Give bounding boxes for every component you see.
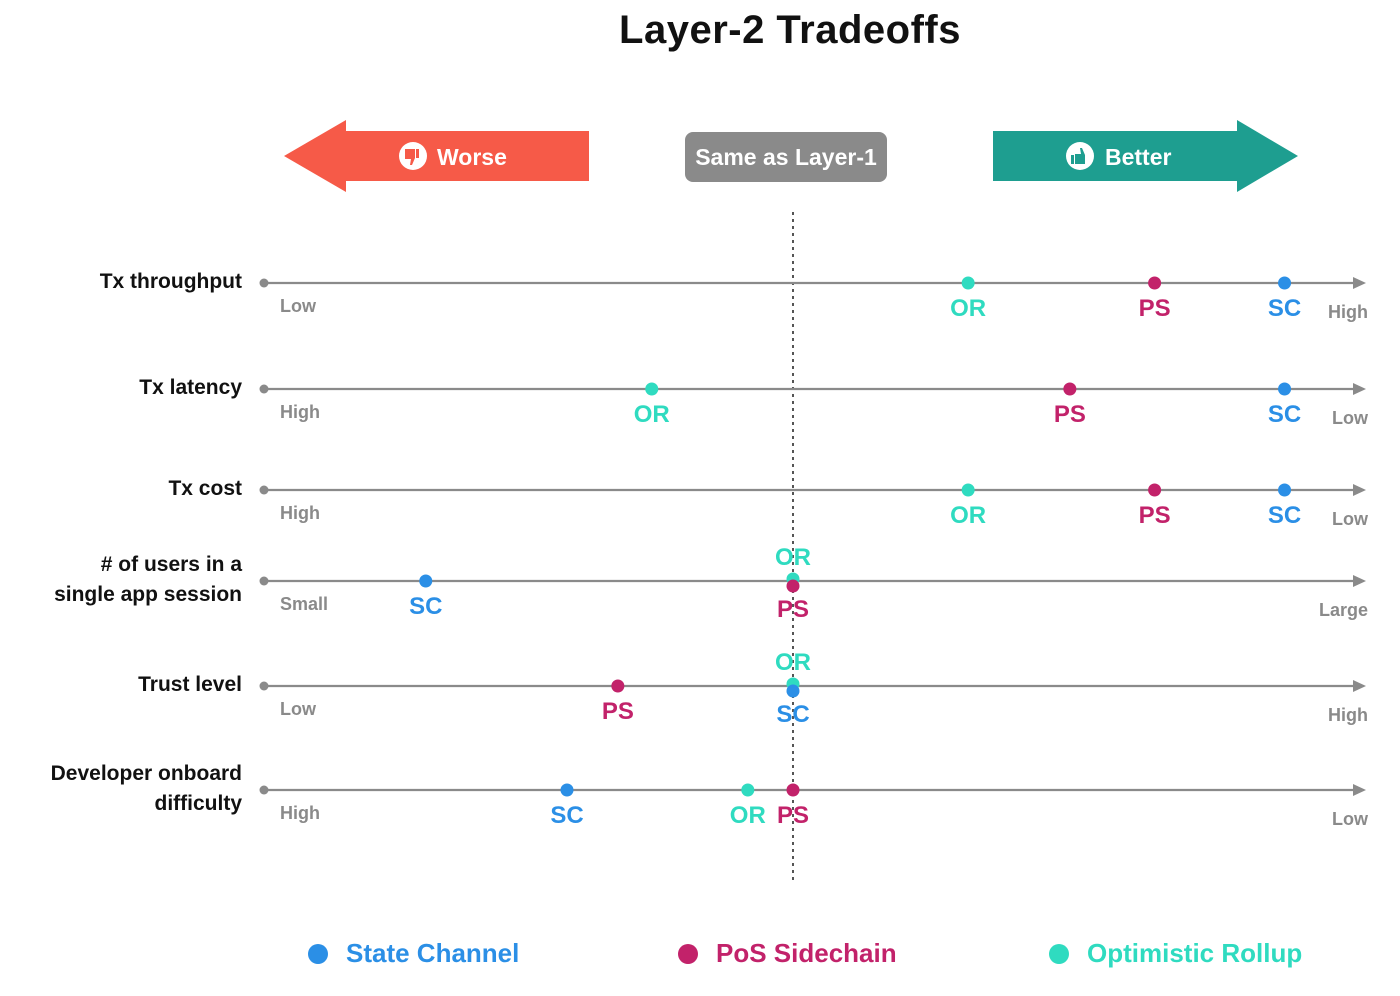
axis-arrowhead [1353, 680, 1366, 692]
same-as-layer1-shape [685, 132, 887, 182]
axis-left-label: Low [280, 296, 316, 316]
axis-right-label: High [1328, 705, 1368, 725]
data-point-ps [611, 679, 625, 693]
data-point-sc [1278, 276, 1292, 290]
data-point-label-sc: SC [1268, 295, 1301, 322]
comparison-row: OR PS SC [259, 483, 1366, 529]
data-point-ps [1148, 483, 1162, 497]
thumbs-up-icon-glyph [1071, 148, 1085, 164]
axis-left-label: High [280, 503, 320, 523]
axis-arrowhead [1353, 484, 1366, 496]
data-point-label-sc: SC [776, 701, 809, 728]
legend-label: PoS Sidechain [716, 938, 897, 968]
legend-state-channel: State Channel [308, 938, 519, 969]
axis-right-label: Large [1318, 600, 1368, 620]
data-point-ps [1063, 382, 1077, 396]
data-point-label-sc: SC [409, 593, 442, 620]
comparison-rows: OR PS SC OR PS SC OR PS SC SC OR PS PS OR SC SC OR PS [259, 276, 1366, 829]
legend-pos-sidechain: PoS Sidechain [678, 938, 897, 969]
row-label: # of users in a single app session [54, 553, 242, 606]
pos-sidechain-dot [678, 943, 698, 964]
legend-optimistic-rollup: Optimistic Rollup [1049, 938, 1302, 969]
axis-start-dot [259, 485, 269, 495]
data-point-label-or: OR [634, 401, 670, 428]
data-point-sc [560, 783, 574, 797]
axis-right-label: Low [1332, 509, 1368, 529]
row-label: Tx throughput [99, 270, 242, 293]
data-point-or [645, 382, 659, 396]
row-label: Trust level [138, 673, 242, 696]
better-arrow-shape [993, 120, 1298, 192]
data-point-label-or: OR [730, 802, 766, 829]
axis-left-label: High [280, 402, 320, 422]
axis-start-dot [259, 576, 269, 586]
worse-label: Worse [437, 144, 507, 170]
diagram-title: Layer-2 Tradeoffs [619, 8, 961, 52]
axis-right-label: High [1328, 302, 1368, 322]
axis-left-label: Low [280, 699, 316, 719]
axis-arrowhead [1353, 575, 1366, 587]
data-point-ps [786, 579, 800, 593]
data-point-label-sc: SC [1268, 502, 1301, 529]
axis-left-label: Small [280, 594, 329, 614]
data-point-sc [419, 574, 433, 588]
axis-start-dot [259, 278, 269, 288]
thumbs-down-icon-glyph [405, 149, 419, 165]
better-arrow: Better [993, 120, 1298, 192]
data-point-label-ps: PS [1054, 401, 1086, 428]
axis-right-label: Low [1332, 408, 1368, 428]
data-point-label-sc: SC [1268, 401, 1301, 428]
comparison-row: OR PS SC [259, 382, 1366, 428]
data-point-label-or: OR [950, 295, 986, 322]
data-point-label-or: OR [950, 502, 986, 529]
data-point-label-ps: PS [602, 698, 634, 725]
axis-arrowhead [1353, 277, 1366, 289]
state-channel-dot [308, 943, 328, 964]
worse-arrow-shape [284, 120, 589, 192]
comparison-row: SC OR PS [259, 544, 1366, 623]
better-label: Better [1105, 144, 1172, 170]
row-label: Tx cost [168, 477, 242, 500]
data-point-ps [1148, 276, 1162, 290]
data-point-label-ps: PS [777, 596, 809, 623]
data-point-label-or: OR [775, 649, 811, 676]
data-point-label-sc: SC [550, 802, 583, 829]
axis-start-dot [259, 384, 269, 394]
axis-start-dot [259, 681, 269, 691]
data-point-label-ps: PS [1139, 295, 1171, 322]
comparison-row: OR PS SC [259, 276, 1366, 322]
worse-arrow: Worse [284, 120, 589, 192]
legend-label: Optimistic Rollup [1087, 938, 1303, 968]
same-as-layer1-box: Same as Layer-1 [685, 132, 887, 182]
legend-label: State Channel [346, 938, 520, 968]
data-point-sc [1278, 483, 1292, 497]
axis-left-label: High [280, 803, 320, 823]
optimistic-rollup-dot [1049, 943, 1069, 964]
data-point-sc [1278, 382, 1292, 396]
data-point-sc [786, 684, 800, 698]
row-label: Tx latency [139, 376, 242, 399]
comparison-row: SC OR PS [259, 783, 1366, 829]
row-label: Developer onboard difficulty [50, 762, 242, 815]
data-point-or [961, 483, 975, 497]
data-point-or [741, 783, 755, 797]
data-point-label-ps: PS [1139, 502, 1171, 529]
same-as-layer1-label: Same as Layer-1 [695, 144, 877, 170]
data-point-label-or: OR [775, 544, 811, 571]
comparison-row: PS OR SC [259, 649, 1366, 728]
data-point-label-ps: PS [777, 802, 809, 829]
axis-start-dot [259, 785, 269, 795]
axis-right-label: Low [1332, 809, 1368, 829]
data-point-ps [786, 783, 800, 797]
axis-arrowhead [1353, 383, 1366, 395]
data-point-or [961, 276, 975, 290]
axis-arrowhead [1353, 784, 1366, 796]
